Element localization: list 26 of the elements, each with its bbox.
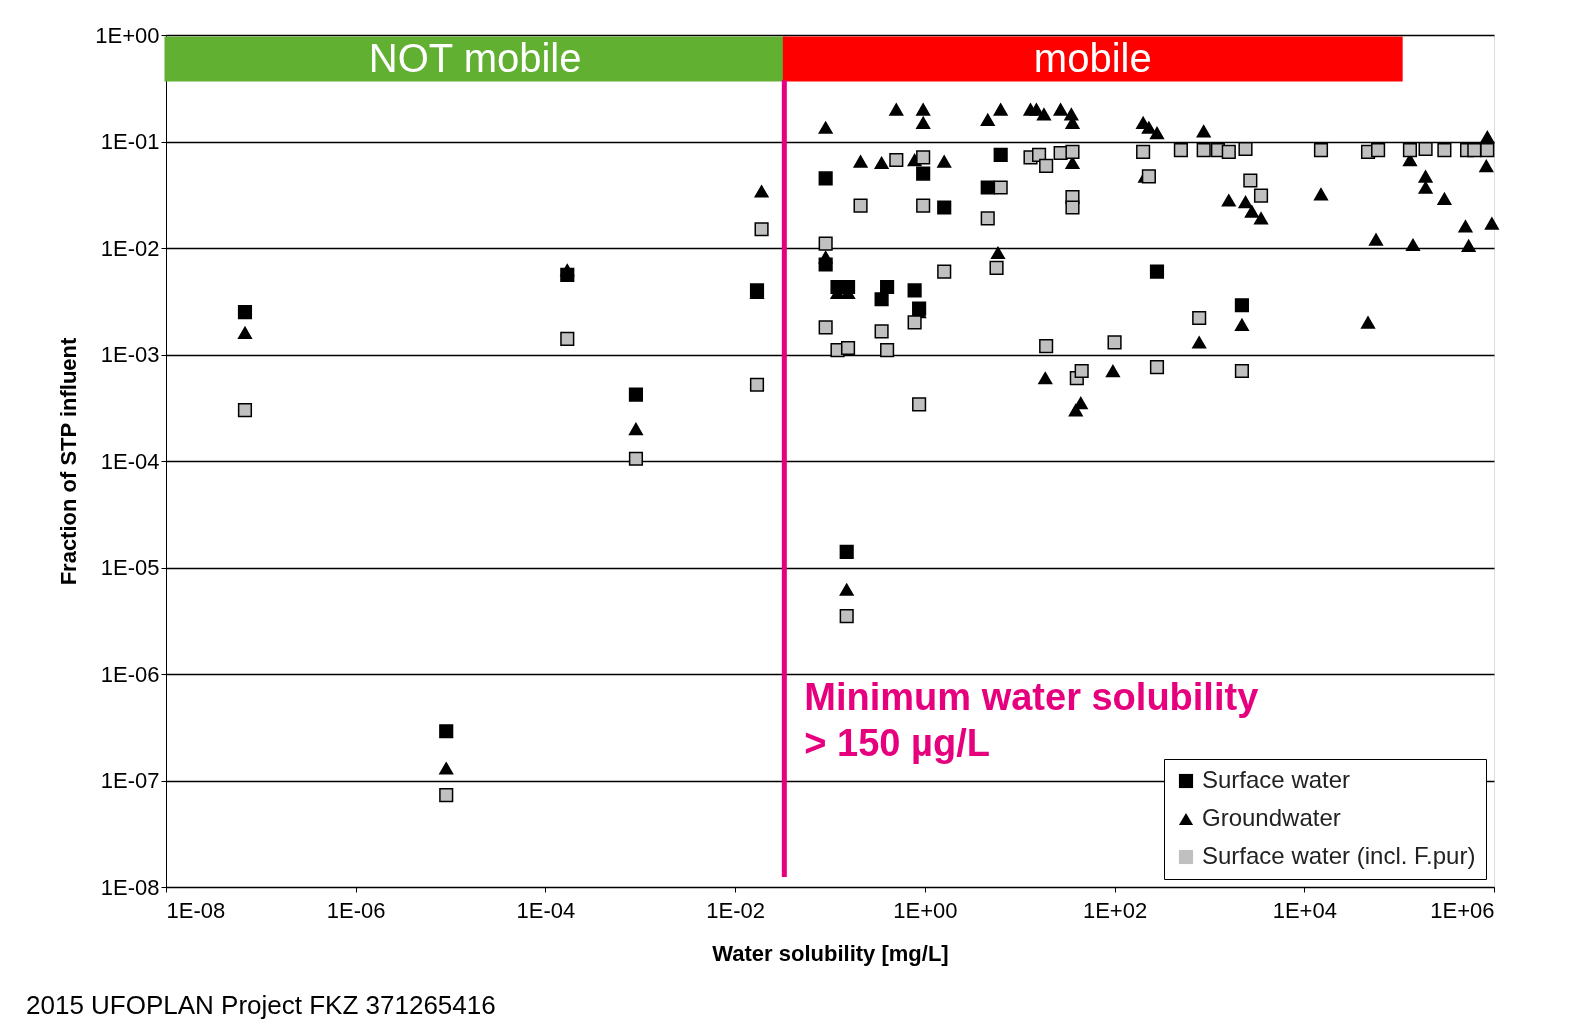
x-tick-label: 1E+06 [1430, 897, 1495, 923]
y-tick-label: 1E-02 [100, 235, 160, 261]
y-tick-label: 1E-06 [100, 661, 160, 687]
text: 2015 UFOPLAN Project FKZ 371265416 [26, 990, 496, 1020]
x-tick-label: 1E-04 [516, 897, 576, 923]
y-tick-label: 1E-03 [100, 342, 160, 367]
x-tick-label: 1E-08 [166, 897, 226, 923]
x-tick-label: 1E+02 [1082, 897, 1148, 923]
x-tick-label: 1E+04 [1272, 897, 1337, 923]
ref-line-label: Minimum water solubility > 150 µg/L [804, 676, 1259, 764]
legend-label: Surface water (incl. F.pur) [1202, 842, 1476, 869]
legend-label: Groundwater [1202, 804, 1341, 831]
band-label: mobile [1033, 36, 1152, 80]
legend-label: Surface water [1202, 766, 1351, 793]
y-tick-label: 1E+00 [95, 22, 160, 48]
y-tick-label: 1E-08 [100, 874, 160, 900]
y-axis-title: Fraction of STP influent [56, 336, 82, 586]
x-tick-label: 1E-06 [326, 897, 386, 923]
x-axis-title: Water solubility [mg/L] [712, 940, 949, 966]
y-tick-label: 1E-04 [100, 448, 160, 474]
y-tick-label: 1E-07 [100, 768, 160, 793]
x-tick-label: 1E+00 [893, 897, 958, 923]
y-tick-label: 1E-01 [100, 129, 160, 154]
band-label: NOT mobile [368, 36, 582, 80]
x-tick-label: 1E-02 [706, 897, 765, 923]
y-tick-label: 1E-05 [100, 555, 160, 580]
